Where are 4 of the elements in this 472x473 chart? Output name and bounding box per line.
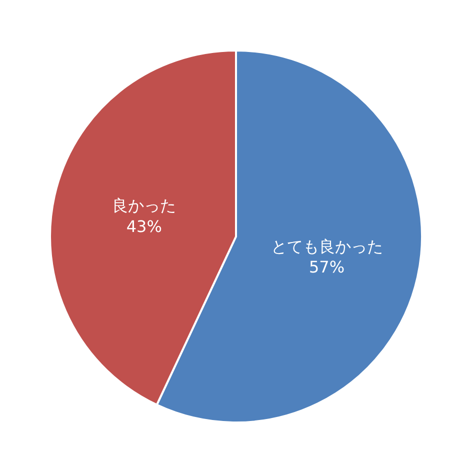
data-label: 57%: [308, 258, 345, 277]
slice-label: とても良かった: [270, 236, 383, 256]
slice-label: 良かった: [112, 196, 176, 216]
data-label: 43%: [126, 216, 162, 236]
